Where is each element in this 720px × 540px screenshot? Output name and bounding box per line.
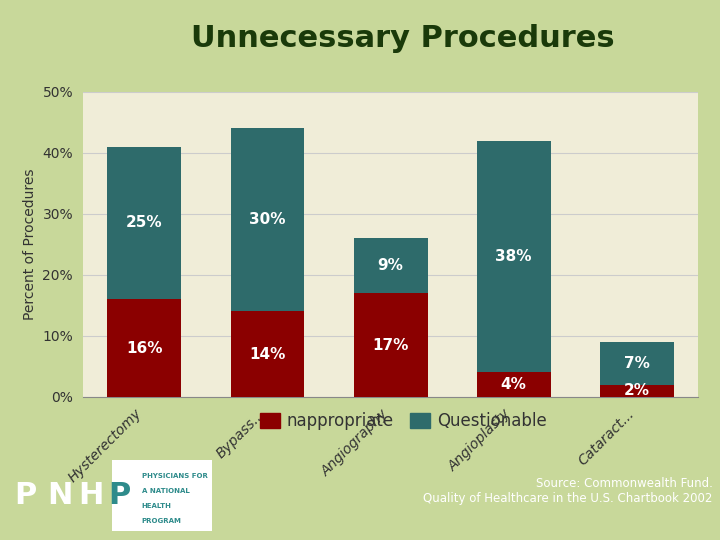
Text: 4%: 4%: [501, 377, 526, 392]
Bar: [230, 312, 305, 397]
Bar: [477, 140, 551, 373]
Text: P: P: [108, 481, 130, 510]
Text: 38%: 38%: [495, 249, 532, 264]
Text: 30%: 30%: [249, 212, 286, 227]
Bar: [107, 299, 181, 397]
Bar: [477, 373, 551, 397]
Text: HEALTH: HEALTH: [142, 503, 171, 509]
Bar: [354, 293, 428, 397]
FancyBboxPatch shape: [112, 460, 212, 531]
Text: A NATIONAL: A NATIONAL: [142, 488, 189, 494]
Text: 14%: 14%: [249, 347, 286, 362]
Text: 2%: 2%: [624, 383, 650, 399]
Text: PROGRAM: PROGRAM: [142, 518, 181, 524]
Text: Unnecessary Procedures: Unnecessary Procedures: [192, 24, 615, 53]
Text: 25%: 25%: [126, 215, 163, 231]
Text: PHYSICIANS FOR: PHYSICIANS FOR: [142, 473, 207, 479]
Bar: [230, 129, 305, 312]
Text: P: P: [14, 481, 37, 510]
Bar: [107, 147, 181, 299]
Text: 16%: 16%: [126, 341, 163, 355]
Text: N: N: [47, 481, 72, 510]
Text: 17%: 17%: [372, 338, 409, 353]
Legend: nappropriate, Questionable: nappropriate, Questionable: [253, 406, 553, 437]
Y-axis label: Percent of Procedures: Percent of Procedures: [23, 168, 37, 320]
Text: 9%: 9%: [378, 258, 403, 273]
Text: Source: Commonwealth Fund.
Quality of Healthcare in the U.S. Chartbook 2002: Source: Commonwealth Fund. Quality of He…: [423, 477, 713, 505]
Text: 7%: 7%: [624, 356, 649, 371]
Bar: [354, 238, 428, 293]
Bar: [600, 342, 674, 384]
Bar: [600, 384, 674, 397]
Text: H: H: [78, 481, 103, 510]
